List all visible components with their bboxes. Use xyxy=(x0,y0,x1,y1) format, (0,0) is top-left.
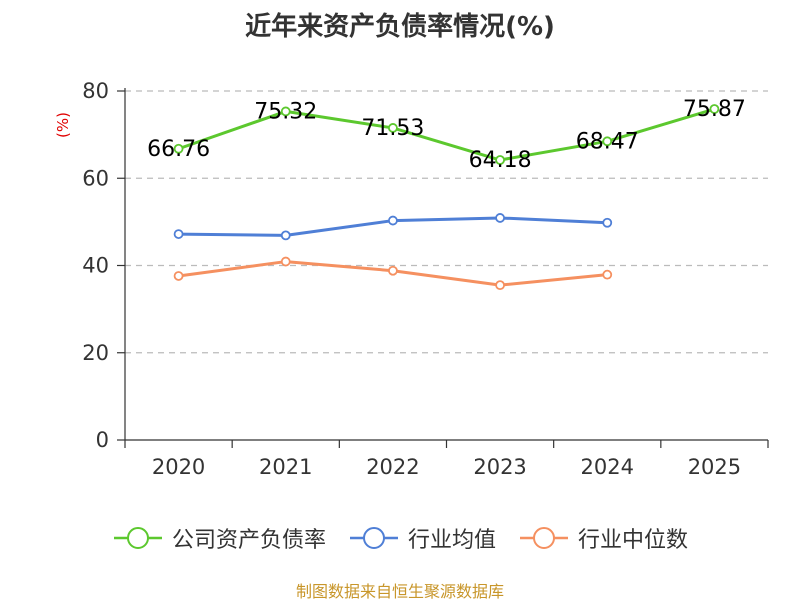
y-tick-label: 0 xyxy=(96,428,109,452)
data-label: 75.32 xyxy=(254,99,317,124)
data-point xyxy=(602,269,613,280)
legend-marker xyxy=(113,527,162,549)
legend-item: 公司资产负债率 xyxy=(112,522,326,554)
y-tick-label: 20 xyxy=(82,341,109,365)
x-tick-label: 2022 xyxy=(366,455,419,479)
legend-marker xyxy=(349,527,398,549)
data-point xyxy=(280,256,291,267)
y-tick-label: 80 xyxy=(82,79,109,103)
data-label: 68.47 xyxy=(576,129,639,154)
y-tick-label: 60 xyxy=(82,166,109,190)
data-point xyxy=(709,104,720,114)
x-tick-label: 2025 xyxy=(688,455,741,479)
legend-label: 行业中位数 xyxy=(578,528,689,553)
series-line-0 xyxy=(178,107,715,162)
legend-label: 公司资产负债率 xyxy=(171,528,326,553)
x-tick-label: 2023 xyxy=(473,455,526,479)
data-label: 71.53 xyxy=(361,116,424,141)
source-note: 制图数据来自恒生聚源数据库 xyxy=(295,582,504,601)
legend-marker xyxy=(520,527,568,549)
y-tick-label: 40 xyxy=(82,254,109,278)
legend-label: 行业均值 xyxy=(407,528,496,553)
data-point xyxy=(173,143,184,154)
y-axis-label: (%) xyxy=(54,112,72,138)
chart-title: 近年来资产负债率情况(%) xyxy=(245,12,555,42)
x-tick-label: 2021 xyxy=(259,455,312,479)
data-label: 64.18 xyxy=(469,148,532,173)
x-tick-label: 2020 xyxy=(152,455,205,479)
data-point xyxy=(602,136,613,147)
data-point xyxy=(280,230,291,241)
data-label: 75.87 xyxy=(683,97,746,122)
legend-item: 行业均值 xyxy=(348,522,496,554)
data-point xyxy=(495,213,505,223)
data-point xyxy=(388,215,398,226)
data-point xyxy=(173,229,184,239)
chart-legend: 公司资产负债率 行业均值 行业中位数 xyxy=(0,518,800,558)
data-point xyxy=(280,106,291,117)
data-point xyxy=(602,217,613,228)
data-label: 66.76 xyxy=(147,137,210,162)
data-point xyxy=(495,155,505,165)
data-point xyxy=(173,271,184,281)
legend-item: 行业中位数 xyxy=(518,522,688,554)
x-tick-label: 2024 xyxy=(581,455,634,479)
data-point xyxy=(388,123,398,133)
data-point xyxy=(495,280,505,291)
data-point xyxy=(388,265,398,276)
